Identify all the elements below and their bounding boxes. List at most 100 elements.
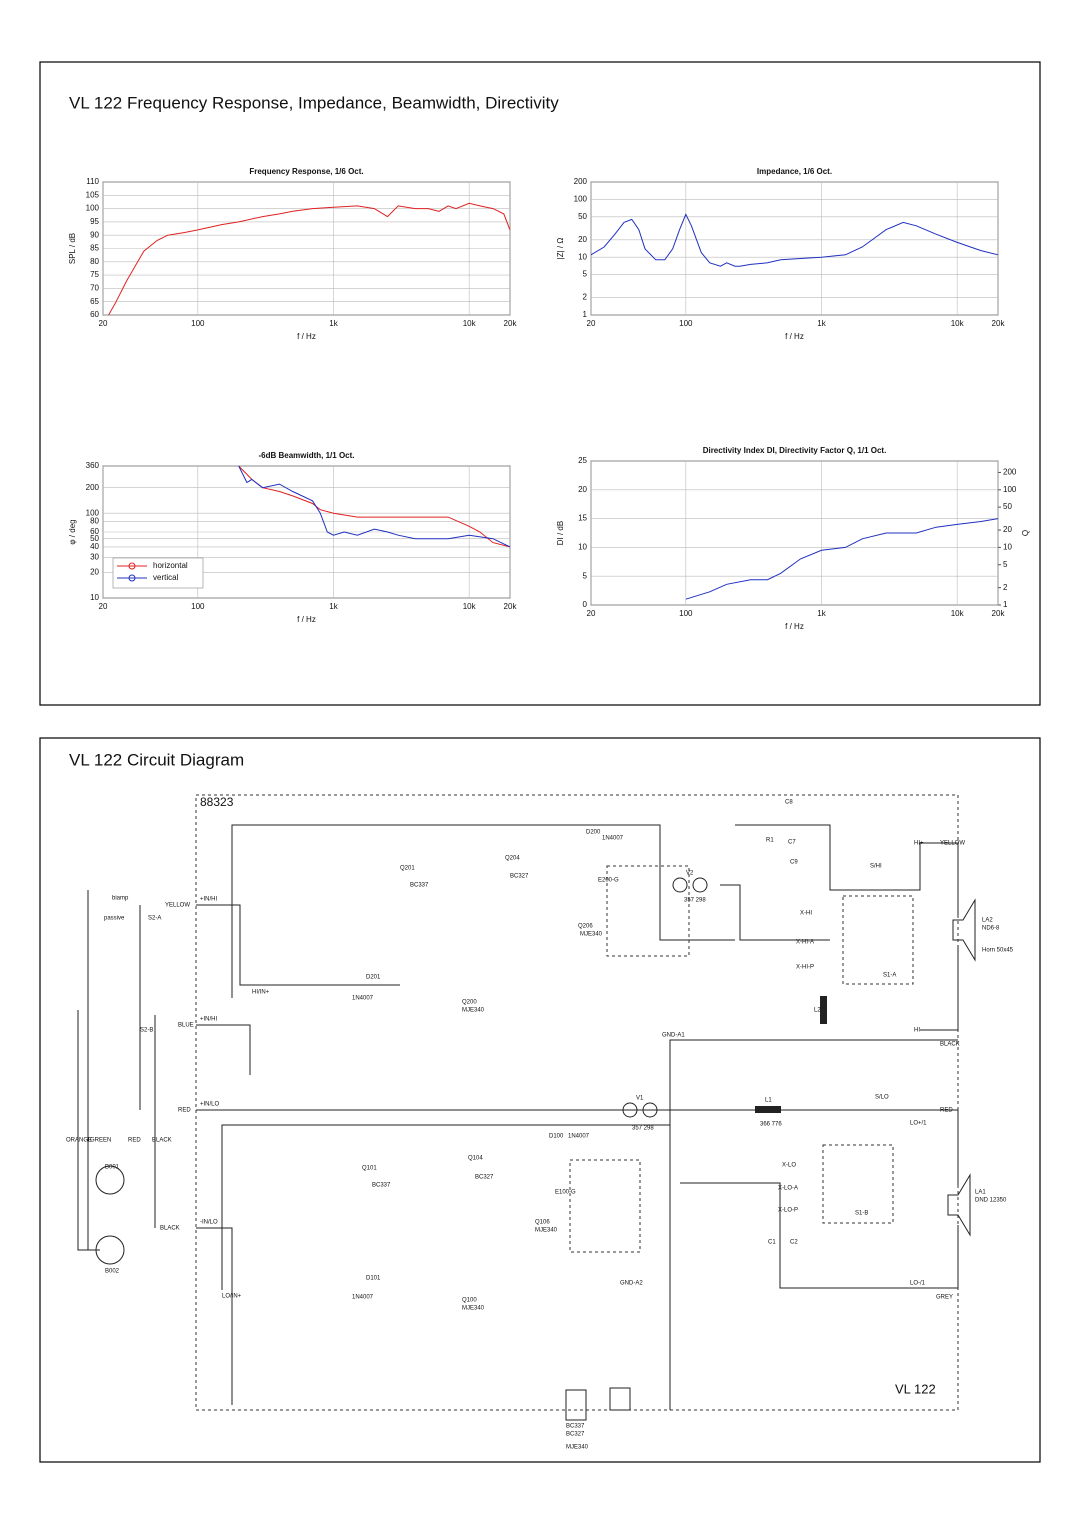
schematic-label: S1-B xyxy=(855,1211,868,1217)
x-tick-label: 10k xyxy=(951,609,965,618)
y-tick-label: 20 xyxy=(578,235,587,244)
legend-marker xyxy=(128,574,136,582)
y-tick-label: 100 xyxy=(86,204,100,213)
schematic-label: biamp xyxy=(112,896,129,902)
schematic-label: BLACK xyxy=(160,1226,180,1232)
x-tick-label: 1k xyxy=(817,319,826,328)
y-tick-label: 105 xyxy=(86,190,100,199)
y-tick-label: 20 xyxy=(90,568,99,577)
legend-label: horizontal xyxy=(153,561,188,570)
schematic-label: BC327 xyxy=(475,1175,494,1181)
schematic-label: Q106 xyxy=(535,1220,550,1226)
schematic-label: BLACK xyxy=(152,1138,172,1144)
top-frame xyxy=(39,61,1041,706)
x-tick-label: 1k xyxy=(329,602,338,611)
x-tick-label: 1k xyxy=(817,609,826,618)
y-tick-label: 10 xyxy=(90,593,99,602)
x-tick-label: 100 xyxy=(191,602,205,611)
schematic-label: X-HI-P xyxy=(796,965,814,971)
schematic-label: B002 xyxy=(105,1269,120,1275)
schematic-label: MJE340 xyxy=(462,1306,485,1312)
schematic-label: V2 xyxy=(686,871,694,877)
schematic-label: Q206 xyxy=(578,924,593,930)
x-tick-label: 20k xyxy=(504,602,518,611)
schematic-label: L1 xyxy=(765,1098,772,1104)
y2-tick-label: 2 xyxy=(1003,583,1008,592)
page-title: VL 122 Frequency Response, Impedance, Be… xyxy=(69,93,559,112)
schematic-label: GND-A1 xyxy=(662,1033,685,1039)
x-axis-label: f / Hz xyxy=(297,615,316,624)
x-tick-label: 10k xyxy=(951,319,965,328)
x-axis-label: f / Hz xyxy=(297,332,316,341)
x-tick-label: 20 xyxy=(99,602,108,611)
schematic-label: +IN/HI xyxy=(200,1017,218,1023)
schematic-label: D101 xyxy=(366,1276,381,1282)
y-tick-label: 80 xyxy=(90,257,99,266)
schematic-label: MJE340 xyxy=(580,932,603,938)
schematic-label: 1N4007 xyxy=(568,1134,590,1140)
x-tick-label: 10k xyxy=(463,319,477,328)
x-tick-label: 20k xyxy=(992,609,1006,618)
y-axis-label: |Z| / Ω xyxy=(556,238,565,260)
schematic-label: Horn 50x45 xyxy=(982,948,1014,954)
y-tick-label: 95 xyxy=(90,217,99,226)
chart-title: Directivity Index DI, Directivity Factor… xyxy=(703,446,887,455)
schematic-label: X-HI xyxy=(800,911,812,917)
schematic-label: YELLOW xyxy=(940,841,965,847)
y-tick-label: 1 xyxy=(583,310,588,319)
schematic-label: MJE340 xyxy=(535,1228,558,1234)
schematic-label: +IN/HI xyxy=(200,897,218,903)
schematic-label: MJE340 xyxy=(566,1445,589,1451)
y-tick-label: 20 xyxy=(578,485,587,494)
bottom-frame xyxy=(39,737,1041,1463)
y-tick-label: 2 xyxy=(583,293,588,302)
schematic-label: R1 xyxy=(766,838,774,844)
y2-tick-label: 5 xyxy=(1003,560,1008,569)
y-tick-label: 60 xyxy=(90,527,99,536)
y-tick-label: 15 xyxy=(578,514,587,523)
schematic-label: X-HI-A xyxy=(796,940,814,946)
series-line xyxy=(590,213,999,267)
schematic-label: L2 xyxy=(814,1008,821,1014)
schematic xyxy=(77,794,976,1421)
schematic-label: LO+/1 xyxy=(910,1121,927,1127)
schematic-label: ND6-8 xyxy=(982,926,1000,932)
schematic-label: BC327 xyxy=(566,1432,585,1438)
y-tick-label: 100 xyxy=(86,508,100,517)
x-tick-label: 100 xyxy=(679,319,693,328)
y-axis-label: φ / deg xyxy=(68,519,77,544)
diagram-model: VL 122 xyxy=(895,1381,936,1396)
schematic-label: GREEN xyxy=(90,1138,111,1144)
schematic-label: S1-A xyxy=(883,973,896,979)
y2-tick-label: 100 xyxy=(1003,485,1017,494)
x-tick-label: 1k xyxy=(329,319,338,328)
x-tick-label: 20k xyxy=(992,319,1006,328)
schematic-label: B001 xyxy=(105,1165,120,1171)
x-tick-label: 10k xyxy=(463,602,477,611)
y-tick-label: 50 xyxy=(90,534,99,543)
schematic-label: Q100 xyxy=(462,1298,477,1304)
y-axis-label: SPL / dB xyxy=(68,233,77,264)
schematic-label: Q201 xyxy=(400,866,415,872)
schematic-label: BC337 xyxy=(372,1183,391,1189)
y-tick-label: 360 xyxy=(86,461,100,470)
y-tick-label: 40 xyxy=(90,542,99,551)
schematic-label: Q104 xyxy=(468,1156,483,1162)
y-axis-label: DI / dB xyxy=(556,521,565,545)
y-tick-label: 80 xyxy=(90,517,99,526)
schematic-label: C8 xyxy=(785,800,793,806)
schematic-label: LA2 xyxy=(982,918,993,924)
schematic-label: Q101 xyxy=(362,1166,377,1172)
y-tick-label: 50 xyxy=(578,212,587,221)
schematic-label: passive xyxy=(104,916,125,922)
schematic-label: Q200 xyxy=(462,1000,477,1006)
schematic-label: BLACK xyxy=(940,1042,960,1048)
plot-area xyxy=(590,460,999,606)
y-tick-label: 5 xyxy=(583,270,588,279)
schematic-label: HI/IN+ xyxy=(252,990,270,996)
schematic-label: S/HI xyxy=(870,864,882,870)
y-tick-label: 75 xyxy=(90,270,99,279)
y-tick-label: 30 xyxy=(90,553,99,562)
series-line xyxy=(238,465,511,548)
schematic-label: X-LO-P xyxy=(778,1208,798,1214)
